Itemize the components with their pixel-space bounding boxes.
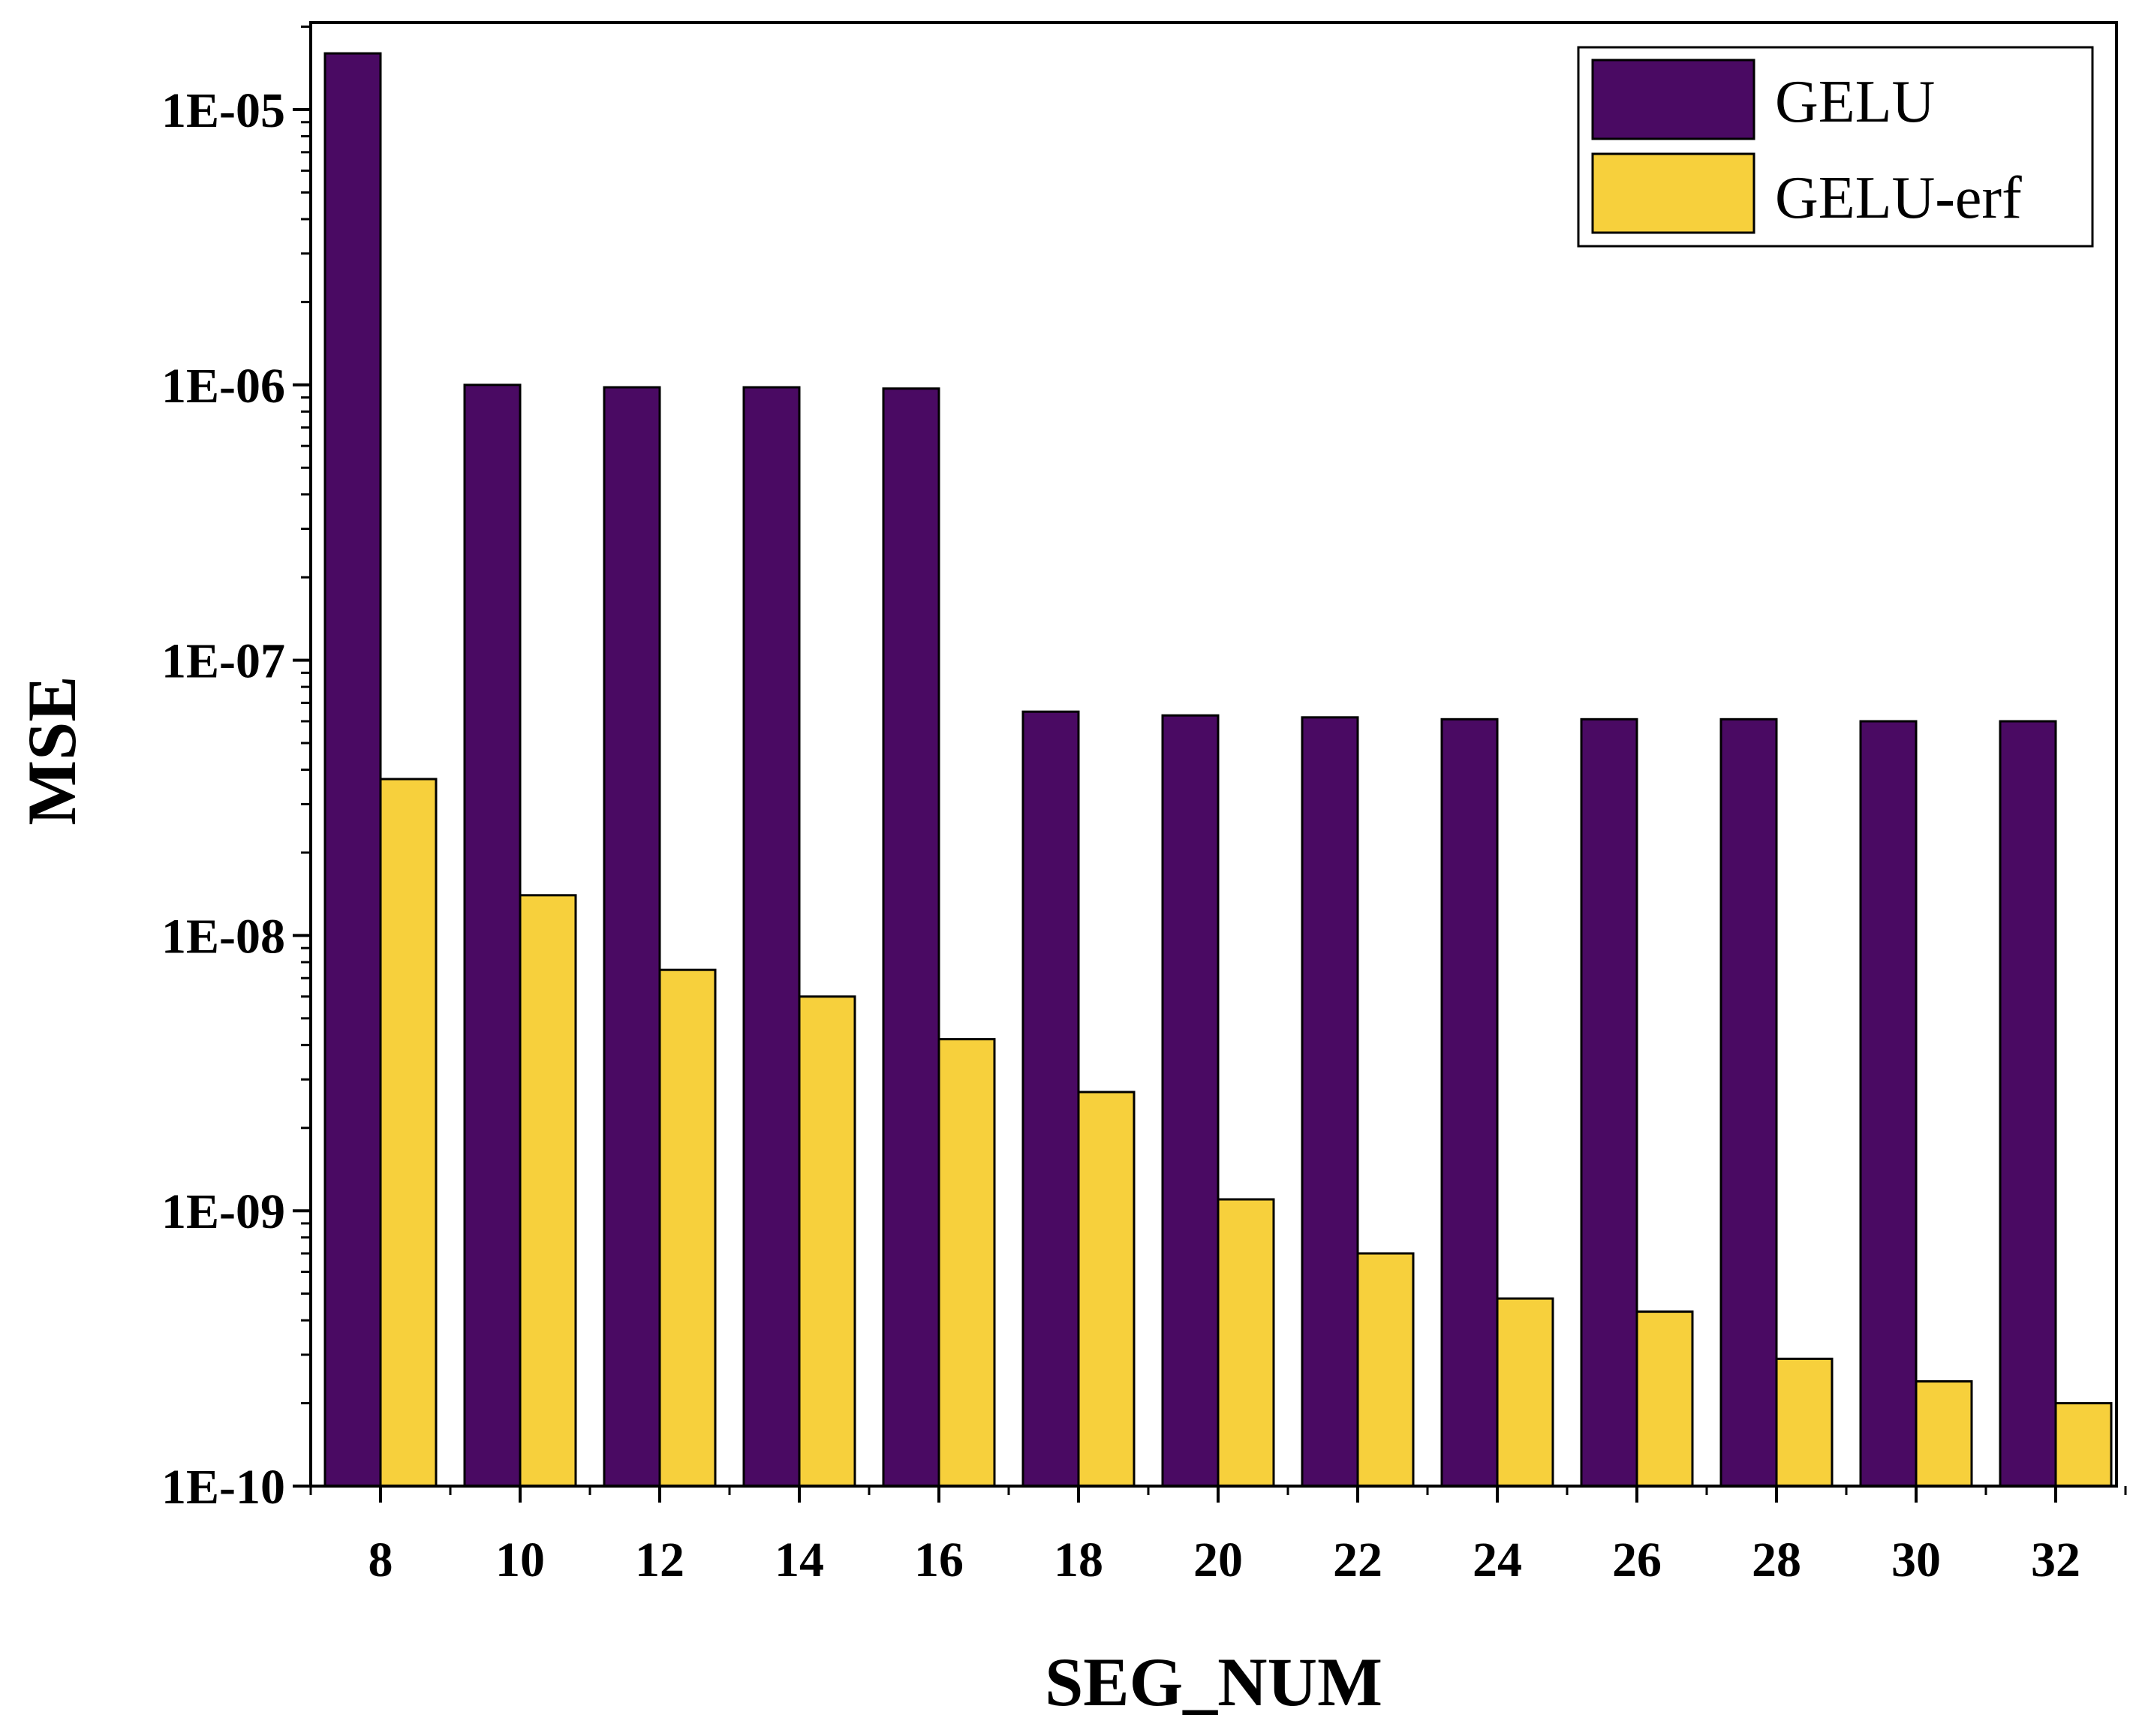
bar-gelu-erf-18 — [1077, 1091, 1136, 1488]
bar-gelu-erf-22 — [1356, 1252, 1415, 1488]
bar-gelu-erf-28 — [1775, 1357, 1834, 1488]
y-tick-label-1E-05: 1E-05 — [161, 83, 285, 138]
x-tick-label-30: 30 — [1891, 1533, 1941, 1587]
legend-swatch-gelu-erf — [1591, 152, 1755, 234]
x-tick-label-12: 12 — [635, 1533, 684, 1587]
bar-gelu-14 — [742, 386, 801, 1488]
bar-gelu-18 — [1021, 710, 1080, 1488]
bar-gelu-erf-10 — [519, 894, 577, 1488]
legend-label-gelu-erf: GELU-erf — [1775, 165, 2022, 231]
bar-gelu-erf-8 — [379, 778, 438, 1488]
axes — [293, 21, 2127, 1503]
bar-gelu-26 — [1580, 718, 1638, 1488]
bar-gelu-erf-12 — [658, 968, 717, 1488]
bar-gelu-erf-20 — [1217, 1198, 1275, 1488]
bar-gelu-erf-24 — [1496, 1297, 1554, 1488]
bar-gelu-8 — [323, 52, 382, 1488]
bar-gelu-22 — [1301, 716, 1359, 1488]
bar-gelu-16 — [882, 387, 940, 1488]
bar-gelu-32 — [1999, 720, 2057, 1488]
tick-labels: 8 10 12 14 16 18 20 22 24 26 28 30 32 1E-10 1E-09 1E-08… — [161, 83, 2080, 1587]
x-tick-label-10: 10 — [495, 1533, 545, 1587]
x-tick-label-24: 24 — [1473, 1533, 1522, 1587]
x-axis-title: SEG_NUM — [1045, 1644, 1382, 1720]
x-tick-label-22: 22 — [1333, 1533, 1382, 1587]
bar-gelu-20 — [1161, 714, 1220, 1488]
legend: GELU GELU-erf — [1577, 46, 2094, 248]
y-tick-label-1E-09: 1E-09 — [161, 1184, 285, 1239]
y-tick-label-1E-10: 1E-10 — [161, 1460, 285, 1515]
x-tick-label-14: 14 — [775, 1533, 824, 1587]
bar-gelu-erf-26 — [1635, 1310, 1694, 1488]
legend-label-gelu: GELU — [1775, 69, 1935, 135]
y-tick-label-1E-06: 1E-06 — [161, 359, 285, 414]
bar-gelu-erf-14 — [798, 995, 856, 1488]
y-tick-label-1E-07: 1E-07 — [161, 634, 285, 689]
x-tick-label-8: 8 — [369, 1533, 393, 1587]
y-tick-label-1E-08: 1E-08 — [161, 909, 285, 964]
bar-gelu-10 — [463, 384, 522, 1488]
bar-gelu-24 — [1440, 718, 1499, 1488]
bar-gelu-30 — [1859, 720, 1918, 1488]
x-tick-label-18: 18 — [1054, 1533, 1103, 1587]
bar-gelu-erf-30 — [1915, 1380, 1973, 1488]
x-tick-label-20: 20 — [1193, 1533, 1243, 1587]
bar-gelu-erf-16 — [937, 1038, 996, 1488]
x-tick-label-32: 32 — [2031, 1533, 2080, 1587]
bars — [323, 52, 2113, 1488]
bar-gelu-12 — [603, 386, 661, 1488]
x-tick-label-16: 16 — [914, 1533, 964, 1587]
plot-frame — [309, 21, 2118, 1488]
y-axis-title: MSE — [14, 675, 90, 825]
legend-swatch-gelu — [1591, 59, 1755, 140]
bar-gelu-28 — [1719, 718, 1778, 1488]
x-tick-label-28: 28 — [1752, 1533, 1801, 1587]
x-tick-label-26: 26 — [1612, 1533, 1662, 1587]
bar-gelu-erf-32 — [2054, 1402, 2113, 1488]
